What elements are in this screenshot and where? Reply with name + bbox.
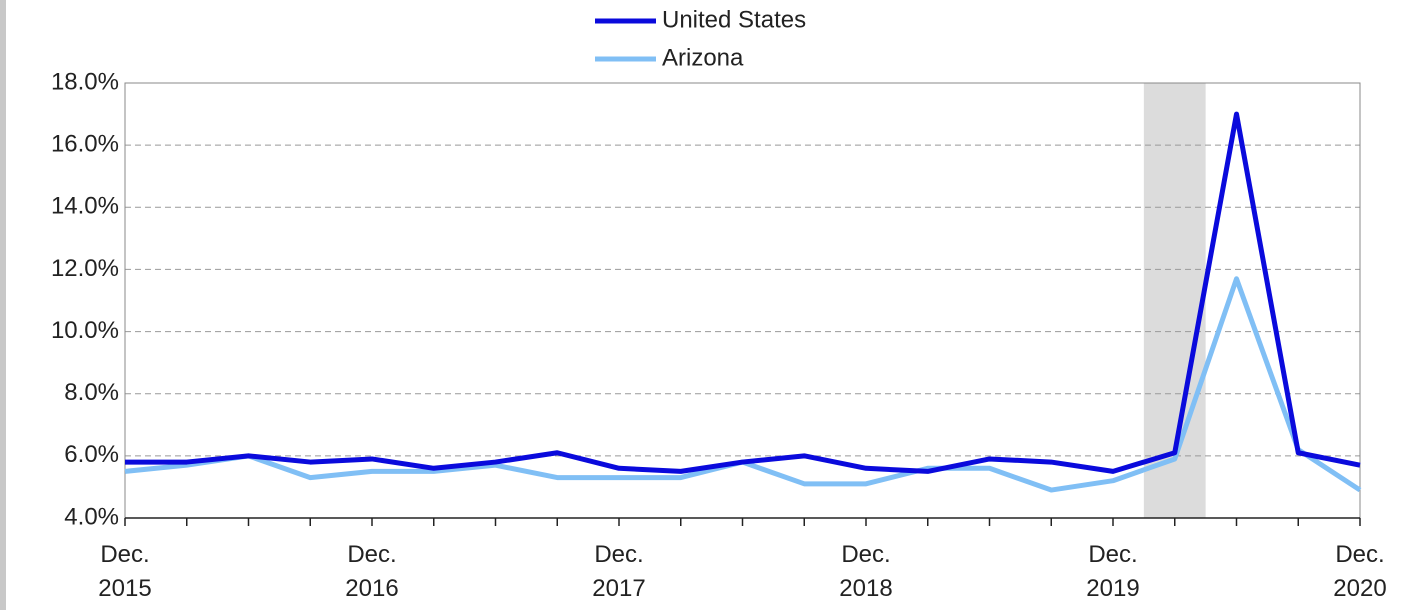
legend-label: Arizona [662, 44, 744, 71]
y-tick-label: 18.0% [51, 68, 119, 95]
x-tick-label: Dec. 2020 [1333, 541, 1386, 602]
x-tick-label: Dec. 2018 [839, 541, 892, 602]
legend-label: United States [662, 6, 806, 33]
x-tick-label: Dec. 2015 [98, 541, 151, 602]
x-tick-label: Dec. 2016 [345, 541, 398, 602]
y-tick-label: 16.0% [51, 130, 119, 157]
series-line [125, 111, 1361, 474]
y-tick-label: 10.0% [51, 317, 119, 344]
x-tick-label: Dec. 2019 [1086, 541, 1139, 602]
y-tick-label: 14.0% [51, 193, 119, 220]
left-border [0, 0, 6, 610]
y-tick-label: 4.0% [64, 503, 119, 530]
y-tick-label: 6.0% [64, 441, 119, 468]
y-tick-label: 8.0% [64, 379, 119, 406]
x-tick-label: Dec. 2017 [592, 541, 645, 602]
y-tick-label: 12.0% [51, 255, 119, 282]
